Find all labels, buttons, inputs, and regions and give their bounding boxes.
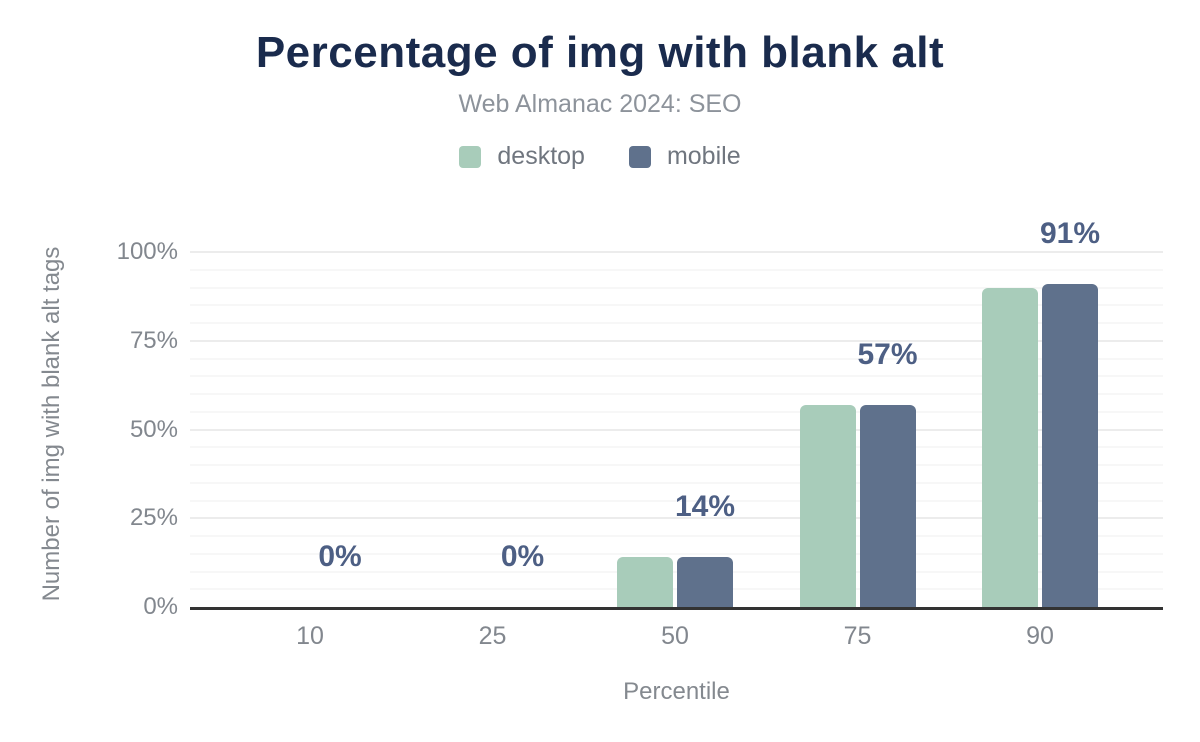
- gridline: [190, 375, 1163, 378]
- gridline: [190, 251, 1163, 253]
- desktop-swatch-icon: [459, 145, 482, 168]
- gridline: [190, 570, 1163, 573]
- gridline: [190, 393, 1163, 395]
- gridline: [190, 588, 1163, 591]
- y-axis-tick-label: 75%: [129, 326, 178, 354]
- bar-desktop-75: [799, 404, 856, 607]
- gridline: [190, 268, 1163, 271]
- data-label: 14%: [674, 490, 736, 524]
- bar-desktop-90: [982, 287, 1038, 607]
- mobile-swatch-icon: [628, 145, 651, 168]
- legend-label-mobile: mobile: [666, 142, 741, 170]
- data-label: 0%: [318, 540, 362, 573]
- x-axis-tick-label: 25: [478, 622, 507, 650]
- gridline: [190, 552, 1163, 555]
- y-axis-tick-label: 50%: [129, 415, 178, 443]
- gridline: [190, 481, 1163, 484]
- bar-mobile-90: [1042, 283, 1098, 607]
- y-axis-tick-label: 0%: [143, 593, 178, 620]
- x-axis-tick-label: 75: [843, 622, 872, 650]
- y-axis-title: Number of img with blank alt tags: [38, 246, 65, 602]
- legend-label-desktop: desktop: [497, 142, 585, 170]
- gridline: [190, 464, 1163, 466]
- data-label: 91%: [1039, 216, 1101, 250]
- page-title: Percentage of img with blank alt: [255, 28, 945, 77]
- gridline: [190, 357, 1163, 360]
- legend-item-mobile: mobile: [628, 142, 741, 171]
- y-axis-tick-label: 25%: [129, 504, 178, 532]
- bar-mobile-50: [677, 557, 733, 607]
- gridline: [190, 322, 1163, 324]
- gridline: [190, 499, 1163, 502]
- x-axis-tick-label: 10: [296, 622, 324, 650]
- gridline: [190, 286, 1163, 289]
- y-axis-tick-label: 100%: [116, 238, 178, 265]
- gridline: [190, 428, 1163, 431]
- gridline: [190, 339, 1163, 342]
- bar-desktop-50: [617, 557, 673, 607]
- legend-item-desktop: desktop: [459, 142, 585, 171]
- x-axis-tick-label: 50: [661, 622, 689, 650]
- data-label: 57%: [857, 337, 918, 371]
- gridline: [190, 535, 1163, 537]
- x-axis-tick-label: 90: [1026, 622, 1054, 650]
- gridline: [190, 410, 1163, 413]
- gridline: [190, 304, 1163, 307]
- x-axis-line: [190, 607, 1163, 610]
- data-label: 0%: [500, 540, 545, 573]
- gridline: [190, 446, 1163, 449]
- chart-legend: desktop mobile: [0, 142, 1200, 171]
- gridline: [190, 517, 1163, 520]
- bar-mobile-75: [859, 404, 916, 607]
- x-axis-title: Percentile: [623, 678, 730, 705]
- page-subtitle: Web Almanac 2024: SEO: [458, 90, 742, 118]
